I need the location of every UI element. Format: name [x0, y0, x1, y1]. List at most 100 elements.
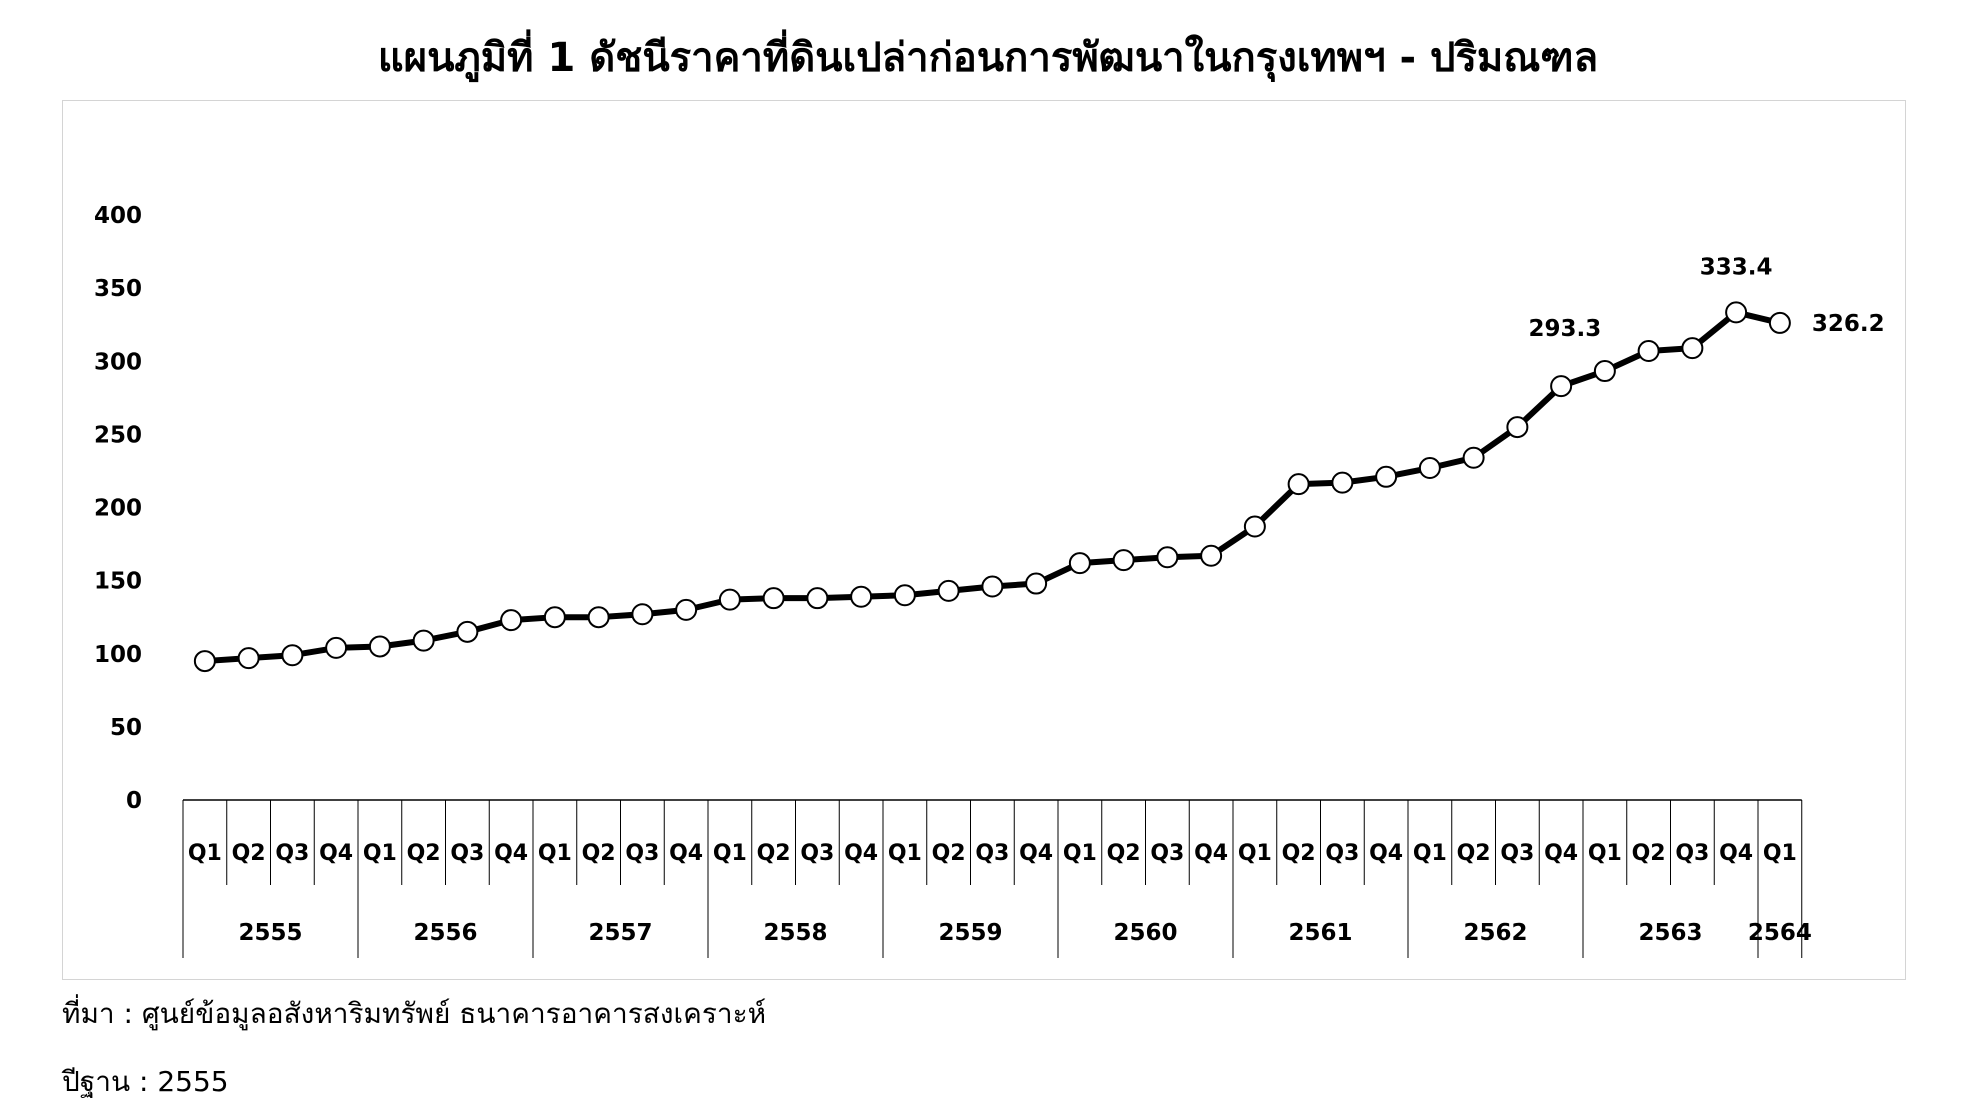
x-group-label: 2557 — [588, 920, 652, 946]
data-point — [1462, 446, 1485, 469]
x-group-label: 2562 — [1463, 920, 1527, 946]
y-tick-label: 150 — [94, 569, 142, 595]
x-category-label: Q2 — [932, 841, 966, 866]
x-group-label: 2559 — [938, 920, 1002, 946]
data-point — [193, 650, 216, 673]
y-tick-label: 250 — [94, 422, 142, 448]
x-category-label: Q1 — [1763, 841, 1797, 866]
data-point — [543, 606, 566, 629]
x-category-label: Q2 — [757, 841, 791, 866]
data-point — [368, 635, 391, 658]
data-point — [1681, 337, 1704, 360]
series-line — [201, 309, 1783, 665]
x-group-label: 2563 — [1638, 920, 1702, 946]
x-category-label: Q3 — [1675, 841, 1709, 866]
data-point — [675, 598, 698, 621]
x-category-label: Q3 — [800, 841, 834, 866]
data-point — [1243, 515, 1266, 538]
y-tick-label: 0 — [126, 788, 142, 814]
data-point — [937, 579, 960, 602]
x-category-label: Q2 — [407, 841, 441, 866]
x-category-label: Q1 — [363, 841, 397, 866]
data-point — [762, 587, 785, 610]
x-category-label: Q4 — [1194, 841, 1228, 866]
data-point — [237, 647, 260, 670]
base-year-note: ปีฐาน : 2555 — [62, 1065, 229, 1098]
data-point — [500, 609, 523, 632]
x-category-label: Q2 — [232, 841, 266, 866]
x-category-label: Q1 — [1238, 841, 1272, 866]
x-category-label: Q2 — [1632, 841, 1666, 866]
data-point — [412, 629, 435, 652]
source-note: ที่มา : ศูนย์ข้อมูลอสังหาริมทรัพย์ ธนาคา… — [62, 997, 767, 1030]
x-category-label: Q3 — [1325, 841, 1359, 866]
y-tick-label: 50 — [110, 715, 142, 741]
x-category-label: Q1 — [538, 841, 572, 866]
data-point — [1637, 340, 1660, 363]
x-category-label: Q4 — [319, 841, 353, 866]
data-point — [1550, 375, 1573, 398]
x-group-label: 2555 — [238, 920, 302, 946]
x-category-label: Q1 — [1063, 841, 1097, 866]
y-tick-label: 300 — [94, 349, 142, 375]
x-category-label: Q3 — [450, 841, 484, 866]
data-point — [893, 584, 916, 607]
data-point — [1375, 465, 1398, 488]
x-category-label: Q3 — [1150, 841, 1184, 866]
x-category-label: Q3 — [975, 841, 1009, 866]
x-category-label: Q2 — [582, 841, 616, 866]
data-point — [587, 606, 610, 629]
x-category-label: Q4 — [669, 841, 703, 866]
data-label: 293.3 — [1528, 316, 1601, 342]
data-point — [1156, 546, 1179, 569]
x-group-label: 2558 — [763, 920, 827, 946]
data-point — [456, 620, 479, 643]
x-group-label: 2560 — [1113, 920, 1177, 946]
chart-title: แผนภูมิที่ 1 ดัชนีราคาที่ดินเปล่าก่อนการ… — [377, 35, 1599, 81]
data-point — [850, 585, 873, 608]
x-category-label: Q4 — [494, 841, 528, 866]
x-category-label: Q2 — [1107, 841, 1141, 866]
data-point — [1725, 301, 1748, 324]
x-category-label: Q3 — [275, 841, 309, 866]
x-category-label: Q1 — [1413, 841, 1447, 866]
x-category-label: Q1 — [1588, 841, 1622, 866]
x-category-label: Q4 — [1369, 841, 1403, 866]
data-point — [631, 603, 654, 626]
y-tick-label: 100 — [94, 642, 142, 668]
data-point — [1331, 471, 1354, 494]
x-category-label: Q4 — [1544, 841, 1578, 866]
data-point — [1200, 544, 1223, 567]
x-category-label: Q3 — [625, 841, 659, 866]
data-label: 326.2 — [1812, 311, 1885, 337]
x-group-label: 2556 — [413, 920, 477, 946]
data-point — [1593, 360, 1616, 383]
data-point — [1768, 311, 1791, 334]
x-category-label: Q1 — [188, 841, 222, 866]
data-point — [1112, 549, 1135, 572]
data-point — [1287, 473, 1310, 496]
x-category-label: Q2 — [1282, 841, 1316, 866]
data-point — [806, 587, 829, 610]
x-category-label: Q1 — [888, 841, 922, 866]
x-group-label: 2564 — [1748, 920, 1812, 946]
y-tick-label: 200 — [94, 496, 142, 522]
x-category-label: Q4 — [1719, 841, 1753, 866]
x-category-label: Q2 — [1457, 841, 1491, 866]
x-category-label: Q1 — [713, 841, 747, 866]
data-point — [325, 636, 348, 659]
data-point — [1025, 572, 1048, 595]
y-tick-label: 350 — [94, 276, 142, 302]
x-category-label: Q4 — [1019, 841, 1053, 866]
data-point — [1068, 552, 1091, 575]
x-group-label: 2561 — [1288, 920, 1352, 946]
data-point — [1418, 457, 1441, 480]
data-point — [281, 644, 304, 667]
data-point — [718, 588, 741, 611]
x-category-label: Q4 — [844, 841, 878, 866]
x-category-label: Q3 — [1500, 841, 1534, 866]
y-tick-label: 400 — [94, 203, 142, 229]
chart-frame — [62, 100, 1906, 980]
data-point — [1506, 416, 1529, 439]
